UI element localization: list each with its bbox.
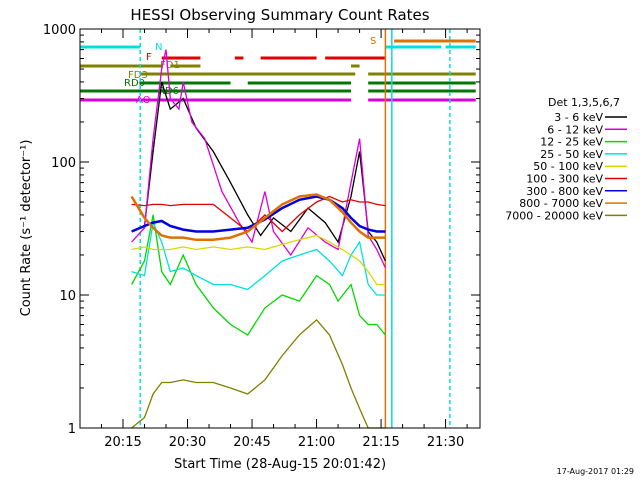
flag-label-fd3: FD3: [128, 70, 148, 81]
series-line-8: [131, 318, 386, 429]
y-tick-label-3: 1000: [43, 23, 76, 38]
x-tick-label-2: 20:45: [233, 435, 270, 450]
legend-label-5: 100 - 300 keV: [526, 173, 603, 186]
series-line-3: [131, 220, 386, 296]
y-tick-label-2: 100: [51, 156, 76, 171]
series-line-2: [131, 214, 386, 336]
flag-label-s: S: [370, 36, 376, 47]
y-tick-label-1: 10: [59, 289, 76, 304]
x-tick-label-5: 21:30: [427, 435, 464, 450]
flag-label-ao: AO: [136, 95, 151, 106]
legend-label-8: 7000 - 20000 keV: [505, 209, 603, 222]
x-tick-label-1: 20:30: [169, 435, 206, 450]
y-tick-label-0: 1: [68, 422, 76, 437]
series-layer: [130, 49, 386, 429]
legend-title: Det 1,3,5,6,7: [548, 96, 620, 109]
flag-label-fd1: FD1: [160, 60, 180, 71]
x-tick-label-3: 21:00: [298, 435, 335, 450]
x-tick-label-0: 20:15: [104, 435, 141, 450]
flag-label-n: N: [155, 42, 162, 53]
flag-label-f: F: [146, 52, 152, 63]
x-tick-label-4: 21:15: [362, 435, 399, 450]
legend-label-1: 6 - 12 keV: [547, 123, 603, 136]
flag-label-rd6: RD6: [158, 86, 179, 97]
footer-timestamp: 17-Aug-2017 01:29: [557, 467, 634, 476]
legend-label-6: 300 - 800 keV: [526, 185, 603, 198]
x-axis: 20:15 20:30 20:45 21:00 21:15 21:30: [101, 29, 468, 450]
series-line-0: [131, 81, 386, 262]
series-line-5: [131, 195, 386, 233]
legend-label-2: 12 - 25 keV: [540, 136, 603, 149]
flag-label-rd0: RD0: [124, 78, 145, 89]
legend-label-0: 3 - 6 keV: [554, 111, 603, 124]
legend-label-3: 25 - 50 keV: [540, 148, 603, 161]
legend-label-4: 50 - 100 keV: [533, 160, 603, 173]
series-line-7: [130, 193, 386, 242]
chart-title: HESSI Observing Summary Count Rates: [130, 6, 429, 24]
plot-area: [79, 28, 481, 429]
legend-label-7: 800 - 7000 keV: [519, 197, 603, 210]
x-axis-label: Start Time (28-Aug-15 20:01:42): [174, 457, 386, 472]
y-axis-label: Count Rate (s⁻¹ detector⁻¹): [19, 140, 34, 317]
y-axis: 1 10 100 1000: [43, 23, 480, 437]
series-line-4: [131, 234, 386, 286]
